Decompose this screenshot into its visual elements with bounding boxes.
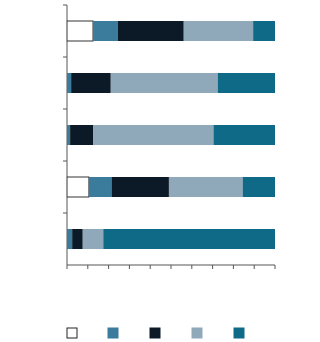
bar-segment xyxy=(213,125,275,145)
legend-swatch xyxy=(149,327,161,339)
bar-segment xyxy=(93,21,118,41)
bar-segment xyxy=(66,176,90,198)
bar-segment xyxy=(72,229,83,249)
bar-segment xyxy=(110,73,218,93)
bar-segment xyxy=(111,177,169,197)
legend-swatch xyxy=(191,327,203,339)
bar-segment xyxy=(93,125,214,145)
bar-segment xyxy=(82,229,104,249)
legend-swatch xyxy=(233,327,245,339)
chart xyxy=(63,4,276,339)
bar-segment xyxy=(242,177,275,197)
bar-segment xyxy=(67,73,72,93)
bar-segment xyxy=(103,229,276,249)
bar-segment xyxy=(217,73,275,93)
bar-segment xyxy=(71,73,111,93)
legend-swatch xyxy=(107,327,119,339)
bar-segment xyxy=(66,20,94,42)
bar-segment xyxy=(70,125,93,145)
bar-segment xyxy=(183,21,254,41)
bar-segment xyxy=(117,21,184,41)
bar-segment xyxy=(253,21,275,41)
legend-swatch xyxy=(66,327,78,339)
bar-segment xyxy=(168,177,243,197)
bar-segment xyxy=(88,177,112,197)
bar-segment xyxy=(67,229,73,249)
bar-segment xyxy=(67,125,71,145)
